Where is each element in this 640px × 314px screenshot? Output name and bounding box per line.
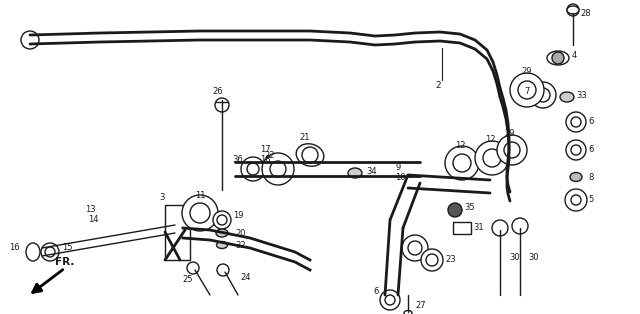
- Circle shape: [497, 135, 527, 165]
- Circle shape: [262, 153, 294, 185]
- Ellipse shape: [567, 6, 579, 14]
- Ellipse shape: [560, 92, 574, 102]
- Circle shape: [187, 262, 199, 274]
- Circle shape: [213, 211, 231, 229]
- Text: 19: 19: [233, 210, 243, 219]
- Text: 23: 23: [445, 256, 456, 264]
- Text: 8: 8: [588, 172, 593, 181]
- Circle shape: [492, 220, 508, 236]
- Ellipse shape: [296, 144, 324, 166]
- Text: 33: 33: [576, 90, 587, 100]
- Circle shape: [45, 247, 55, 257]
- Circle shape: [565, 189, 587, 211]
- Text: 26: 26: [212, 88, 223, 96]
- Circle shape: [483, 149, 501, 167]
- Circle shape: [518, 81, 536, 99]
- Text: 6: 6: [374, 288, 379, 296]
- Circle shape: [380, 290, 400, 310]
- Circle shape: [270, 161, 286, 177]
- Circle shape: [421, 249, 443, 271]
- Circle shape: [402, 235, 428, 261]
- Text: 9: 9: [395, 163, 400, 171]
- Text: 11: 11: [195, 191, 205, 199]
- Circle shape: [571, 195, 581, 205]
- Ellipse shape: [26, 243, 40, 261]
- Circle shape: [566, 140, 586, 160]
- Text: 22: 22: [265, 150, 275, 160]
- Text: 28: 28: [580, 8, 591, 18]
- Circle shape: [241, 157, 265, 181]
- Circle shape: [512, 218, 528, 234]
- Circle shape: [217, 264, 229, 276]
- Circle shape: [567, 4, 579, 16]
- Text: 13: 13: [84, 205, 95, 214]
- Text: 17: 17: [260, 145, 270, 154]
- Text: 29: 29: [505, 128, 515, 138]
- Ellipse shape: [216, 229, 228, 237]
- Text: 21: 21: [300, 133, 310, 143]
- Circle shape: [453, 154, 471, 172]
- Text: 7: 7: [525, 88, 530, 96]
- Text: 16: 16: [10, 243, 20, 252]
- Circle shape: [530, 82, 556, 108]
- Ellipse shape: [404, 311, 412, 314]
- Text: 29: 29: [522, 68, 532, 77]
- Text: 3: 3: [159, 192, 164, 202]
- Text: 14: 14: [88, 215, 99, 225]
- FancyBboxPatch shape: [165, 205, 190, 260]
- Circle shape: [385, 295, 395, 305]
- Text: 18: 18: [260, 155, 270, 165]
- Text: 12: 12: [455, 140, 465, 149]
- Text: 24: 24: [240, 273, 250, 281]
- Text: 6: 6: [588, 117, 593, 127]
- Text: 12: 12: [484, 136, 495, 144]
- Circle shape: [448, 203, 462, 217]
- Text: 34: 34: [366, 167, 376, 176]
- Circle shape: [217, 215, 227, 225]
- Text: 27: 27: [415, 300, 426, 310]
- Circle shape: [182, 195, 218, 231]
- Ellipse shape: [216, 241, 227, 248]
- Ellipse shape: [570, 172, 582, 181]
- Circle shape: [504, 142, 520, 158]
- Circle shape: [408, 241, 422, 255]
- Text: 36: 36: [232, 155, 243, 165]
- Text: 20: 20: [235, 229, 246, 237]
- Circle shape: [215, 98, 229, 112]
- Circle shape: [536, 88, 550, 102]
- Text: 4: 4: [572, 51, 577, 61]
- Circle shape: [41, 243, 59, 261]
- Circle shape: [190, 203, 210, 223]
- Circle shape: [247, 163, 259, 175]
- Circle shape: [475, 141, 509, 175]
- Circle shape: [302, 147, 318, 163]
- Text: 35: 35: [464, 203, 475, 213]
- Text: 25: 25: [183, 275, 193, 284]
- Text: 2: 2: [435, 80, 441, 89]
- Circle shape: [426, 254, 438, 266]
- Text: 32: 32: [235, 241, 246, 250]
- Text: FR.: FR.: [55, 257, 74, 267]
- Text: 15: 15: [62, 243, 72, 252]
- Text: 30: 30: [509, 253, 520, 263]
- Circle shape: [571, 145, 581, 155]
- Ellipse shape: [547, 51, 569, 65]
- Text: 10: 10: [395, 174, 406, 182]
- Text: 31: 31: [473, 224, 484, 232]
- Text: 5: 5: [588, 196, 593, 204]
- Text: 6: 6: [588, 145, 593, 154]
- FancyBboxPatch shape: [453, 222, 471, 234]
- Text: 30: 30: [528, 253, 539, 263]
- Circle shape: [21, 31, 39, 49]
- Circle shape: [571, 117, 581, 127]
- Circle shape: [510, 73, 544, 107]
- Circle shape: [552, 52, 564, 64]
- Ellipse shape: [348, 168, 362, 178]
- Circle shape: [445, 146, 479, 180]
- Circle shape: [566, 112, 586, 132]
